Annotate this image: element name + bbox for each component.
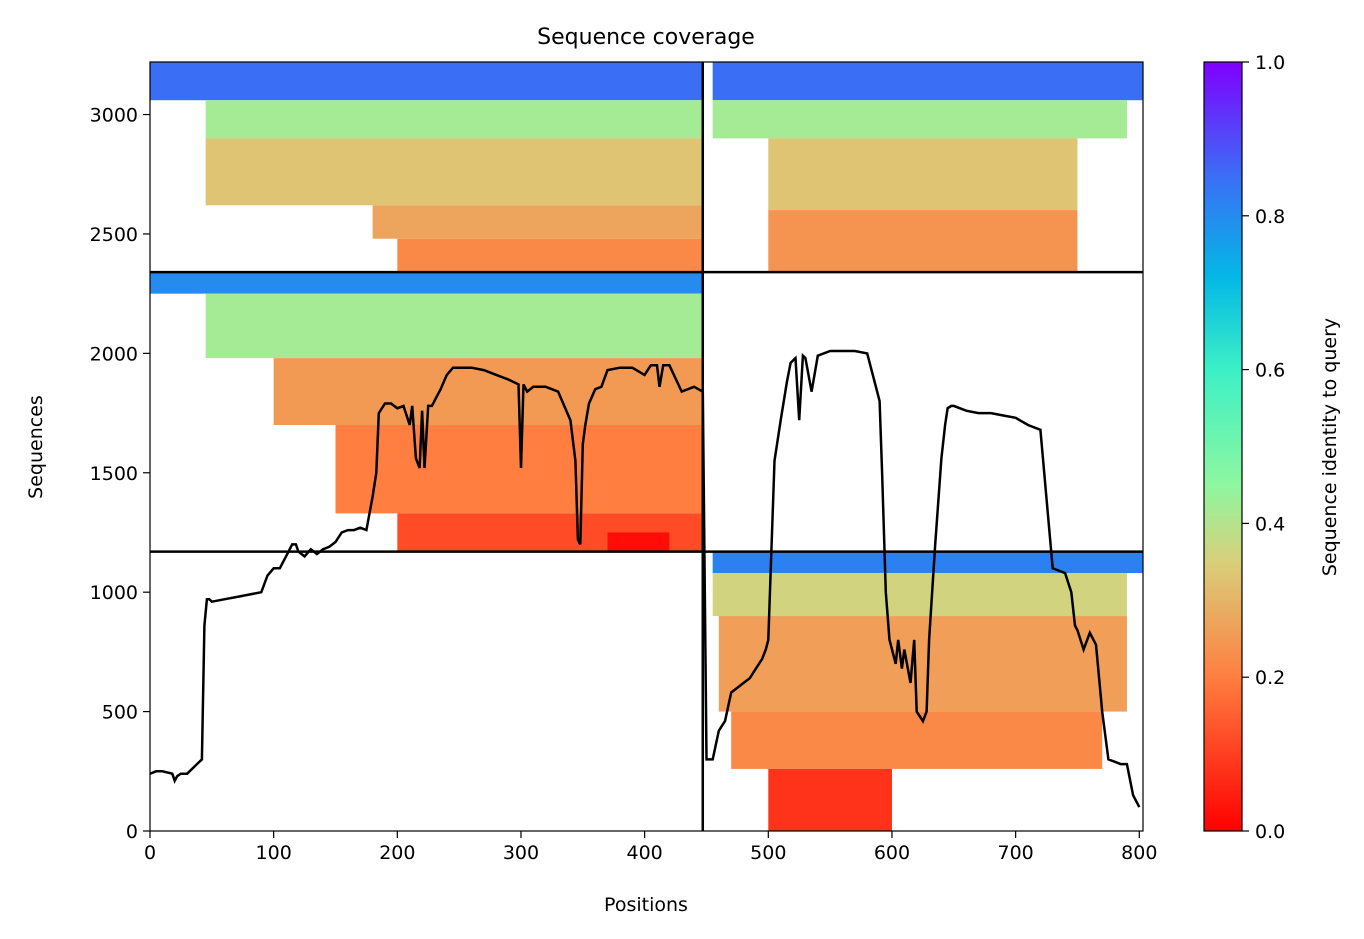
coverage-band [768,138,1078,211]
coverage-band [712,100,1127,139]
x-tick-label: 100 [256,842,292,864]
coverage-band [607,532,670,552]
x-tick-label: 600 [874,842,910,864]
coverage-band [712,551,1143,574]
coverage-band [712,573,1127,617]
coverage-band [718,616,1127,712]
coverage-band [712,62,1143,101]
colorbar-tick-label: 0.6 [1255,360,1285,382]
y-tick-label: 2000 [90,343,138,365]
x-tick-label: 700 [997,842,1033,864]
chart-title: Sequence coverage [537,25,755,50]
coverage-band [205,293,703,359]
colorbar-tick-label: 0.2 [1255,667,1285,689]
colorbar-ticks: 0.0 0.2 0.4 0.6 0.8 1.0 [1242,52,1285,843]
coverage-band [768,210,1078,273]
x-axis-label: Positions [604,894,688,916]
x-tick-label: 400 [627,842,663,864]
coverage-band [205,138,703,206]
colorbar-tick-label: 0.8 [1255,206,1285,228]
colorbar-label: Sequence identity to query [1319,318,1341,576]
y-axis-label: Sequences [25,395,47,499]
coverage-band [205,100,703,139]
coverage-band [768,768,892,831]
plot-frame [149,61,1144,832]
x-axis-ticks: 0 100 200 300 400 500 600 700 800 [144,831,1157,864]
x-tick-label: 0 [144,842,156,864]
colorbar-tick-label: 0.4 [1255,513,1285,535]
colorbar-tick-label: 1.0 [1255,52,1285,74]
x-tick-label: 300 [503,842,539,864]
coverage-band [731,711,1103,769]
y-axis-ticks: 0 500 1000 1500 2000 2500 3000 [90,105,150,843]
coverage-band [372,205,703,239]
coverage-band [273,358,703,426]
x-tick-label: 500 [750,842,786,864]
coverage-heatmap [150,62,1143,831]
colorbar [1203,61,1243,832]
y-tick-label: 3000 [90,105,138,127]
y-tick-label: 0 [126,821,138,843]
coverage-band [397,238,703,273]
coverage-band [150,272,703,294]
y-tick-label: 2500 [90,224,138,246]
colorbar-tick-label: 0.0 [1255,821,1285,843]
coverage-line [150,349,1141,808]
x-tick-label: 200 [379,842,415,864]
y-tick-label: 1500 [90,463,138,485]
x-tick-label: 800 [1121,842,1157,864]
y-tick-label: 500 [102,702,138,724]
y-tick-label: 1000 [90,582,138,604]
coverage-band [150,62,703,101]
